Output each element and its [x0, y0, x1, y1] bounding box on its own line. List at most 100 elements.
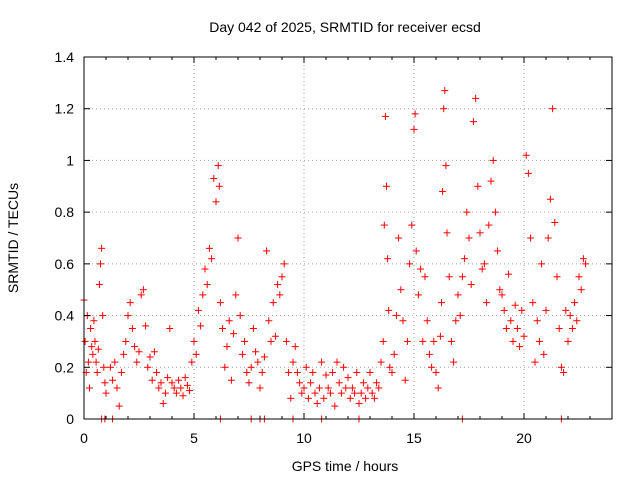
data-point [271, 332, 279, 340]
data-point [474, 182, 482, 190]
data-point [120, 350, 128, 358]
data-point [557, 363, 565, 371]
data-point [516, 343, 524, 351]
data-point [564, 337, 572, 345]
data-point [153, 368, 161, 376]
data-point [263, 247, 271, 255]
data-point [278, 273, 286, 281]
data-point [450, 358, 458, 366]
data-point [428, 363, 436, 371]
data-points [80, 87, 590, 423]
data-point [91, 337, 99, 345]
data-point [245, 379, 253, 387]
data-point [518, 306, 526, 314]
y-tick-label: 1 [66, 152, 74, 168]
data-point [430, 337, 438, 345]
data-point [269, 299, 277, 307]
data-point [102, 389, 110, 397]
y-tick-label: 1.4 [55, 49, 75, 65]
data-point [329, 368, 337, 376]
data-point [388, 368, 396, 376]
data-point [456, 312, 464, 320]
data-point [282, 337, 290, 345]
data-point [384, 255, 392, 263]
data-point [84, 358, 92, 366]
data-point [215, 182, 223, 190]
data-point [92, 358, 100, 366]
data-point [571, 299, 579, 307]
data-point [87, 325, 95, 332]
data-point [98, 244, 106, 252]
data-point [355, 399, 363, 407]
data-point [214, 162, 222, 170]
data-point [126, 299, 134, 307]
data-point [161, 389, 169, 397]
data-point [549, 105, 557, 113]
data-point [443, 229, 451, 237]
data-point [111, 358, 119, 366]
data-point [302, 363, 310, 371]
data-point [320, 394, 328, 402]
data-point [551, 218, 559, 226]
data-point [194, 306, 202, 314]
data-point [513, 325, 521, 332]
data-point [353, 368, 361, 376]
x-tick-label: 10 [296, 430, 312, 446]
data-point [331, 402, 339, 410]
y-tick-label: 0.8 [55, 204, 75, 220]
data-point [487, 177, 495, 185]
data-point [524, 169, 532, 177]
data-point [131, 343, 139, 351]
data-point [223, 343, 231, 351]
data-point [359, 379, 367, 387]
data-point [183, 381, 191, 389]
data-point [205, 244, 213, 252]
data-point [452, 317, 460, 325]
data-point [101, 379, 109, 387]
data-point [553, 273, 561, 281]
data-point [260, 353, 268, 361]
data-point [280, 260, 288, 268]
data-point [511, 301, 519, 309]
data-point [440, 105, 448, 113]
data-point [142, 322, 150, 330]
data-point [555, 325, 563, 332]
data-point [192, 350, 200, 358]
data-point [546, 195, 554, 203]
data-point [124, 312, 132, 320]
y-tick-label: 0.2 [55, 359, 75, 375]
y-axis-label: SRMTID / TECUs [5, 183, 21, 293]
data-point [461, 255, 469, 263]
data-point [423, 317, 431, 325]
data-point [370, 394, 378, 402]
data-point [432, 368, 440, 376]
data-point [258, 368, 266, 376]
y-tick-label: 0.6 [55, 256, 75, 272]
data-point [542, 306, 550, 314]
data-point [538, 260, 546, 268]
data-point [412, 247, 420, 255]
data-point [533, 317, 541, 325]
data-point [436, 332, 444, 340]
data-point [380, 221, 388, 229]
data-point [531, 358, 539, 366]
data-point [289, 358, 297, 366]
data-point [401, 376, 409, 384]
data-point [313, 399, 321, 407]
data-point [476, 229, 484, 237]
data-point [375, 384, 383, 392]
data-point [298, 389, 306, 397]
data-point [221, 363, 229, 371]
data-point [133, 358, 141, 366]
data-point [139, 286, 147, 294]
data-point [500, 306, 508, 314]
data-point [170, 384, 178, 392]
data-point [485, 221, 493, 229]
data-point [296, 379, 304, 387]
data-point [421, 273, 429, 281]
data-point [172, 389, 180, 397]
data-point [529, 299, 537, 307]
data-point [256, 384, 264, 392]
data-point [527, 234, 535, 242]
data-point [346, 394, 354, 402]
